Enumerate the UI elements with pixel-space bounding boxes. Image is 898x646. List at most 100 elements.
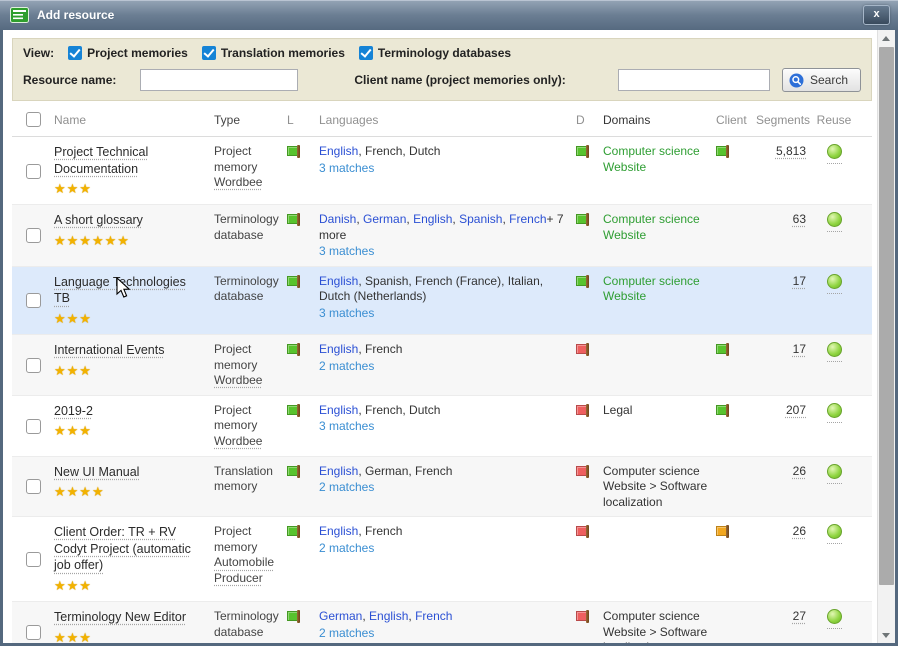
resource-type-label: Terminology database <box>214 212 279 242</box>
column-header-segments[interactable]: Segments <box>756 112 811 127</box>
row-checkbox[interactable] <box>25 479 41 495</box>
reuse-indicator[interactable] <box>826 212 842 233</box>
table-row[interactable]: Client Order: TR + RV Codyt Project (aut… <box>12 517 872 602</box>
view-checkbox-terminology-databases[interactable]: Terminology databases <box>358 46 511 60</box>
resource-name-link[interactable]: Terminology New Editor <box>54 609 186 624</box>
column-header-languages[interactable]: Languages <box>319 112 379 127</box>
domain-match-flag-icon <box>576 213 590 227</box>
search-button[interactable]: Search <box>781 68 861 92</box>
table-row[interactable]: Terminology New Editor ★★★ Terminology dat… <box>12 601 872 643</box>
scroll-down-button[interactable] <box>878 626 895 643</box>
segments-count[interactable]: 17 <box>792 273 806 288</box>
reuse-indicator[interactable] <box>826 608 842 629</box>
language-link[interactable]: English <box>319 402 359 417</box>
column-header-type[interactable]: Type <box>214 112 241 127</box>
column-header-reuse[interactable]: Reuse <box>816 112 852 127</box>
star-rating: ★★★ <box>54 423 92 439</box>
row-checkbox[interactable] <box>25 624 41 640</box>
type-client-link[interactable]: Wordbee <box>214 433 263 448</box>
search-icon <box>789 73 804 87</box>
segments-count[interactable]: 63 <box>792 212 806 227</box>
matches-link[interactable]: 3 matches <box>319 306 375 321</box>
language-link[interactable]: French <box>509 212 547 227</box>
segments-count[interactable]: 17 <box>792 341 806 356</box>
column-header-d[interactable]: D <box>576 112 585 127</box>
star-rating: ★★★ <box>54 629 92 643</box>
segments-count[interactable]: 207 <box>785 402 806 417</box>
reuse-indicator[interactable] <box>826 524 842 545</box>
resource-name-link[interactable]: Language Technologies TB <box>54 274 186 306</box>
column-header-client[interactable]: Client <box>716 112 747 127</box>
matches-link[interactable]: 2 matches <box>319 625 375 640</box>
row-checkbox[interactable] <box>25 293 41 309</box>
row-checkbox[interactable] <box>25 418 41 434</box>
reuse-indicator[interactable] <box>826 402 842 423</box>
matches-link[interactable]: 2 matches <box>319 540 375 555</box>
segments-count[interactable]: 5,813 <box>775 144 806 158</box>
reuse-indicator[interactable] <box>826 273 842 294</box>
column-header-l[interactable]: L <box>287 112 294 127</box>
resource-name-input[interactable] <box>140 69 299 91</box>
matches-link[interactable]: 2 matches <box>319 358 375 373</box>
language-link[interactable]: German <box>363 212 407 227</box>
close-button[interactable]: x <box>863 5 890 25</box>
view-checkbox-project-memories[interactable]: Project memories <box>68 46 188 60</box>
row-checkbox[interactable] <box>25 357 41 373</box>
matches-link[interactable]: 3 matches <box>319 244 375 259</box>
matches-link[interactable]: 2 matches <box>319 480 375 495</box>
language-link[interactable]: English <box>319 273 359 288</box>
segments-count[interactable]: 27 <box>792 608 806 623</box>
table-row[interactable]: 2019-2 ★★★ Project memory Wordbee English, F… <box>12 396 872 457</box>
table-row[interactable]: International Events ★★★ Project memory Wor… <box>12 334 872 396</box>
language-link[interactable]: German <box>319 608 363 623</box>
select-all-checkbox[interactable] <box>25 112 41 127</box>
table-row[interactable]: New UI Manual ★★★★ Translation memory Engli… <box>12 456 872 518</box>
language-link[interactable]: Spanish <box>459 212 503 227</box>
language-link[interactable]: English <box>319 341 359 356</box>
segments-count[interactable]: 26 <box>792 463 806 478</box>
vertical-scrollbar[interactable] <box>877 30 895 643</box>
view-checkbox-label: Project memories <box>87 46 188 60</box>
language-match-flag-icon <box>287 213 301 227</box>
language-link[interactable]: English <box>319 524 359 539</box>
green-orb-icon <box>826 402 842 418</box>
view-checkbox-label: Translation memories <box>220 46 345 60</box>
language-text: , Spanish, French (France), Italian, Dut… <box>319 273 544 304</box>
table-row[interactable]: Project Technical Documentation ★★★ Projec… <box>12 137 872 206</box>
language-link[interactable]: Danish <box>319 212 357 227</box>
language-text: , <box>502 212 510 227</box>
language-link[interactable]: English <box>319 144 359 158</box>
scrollbar-thumb[interactable] <box>879 47 894 585</box>
resource-name-link[interactable]: A short glossary <box>54 213 143 228</box>
language-link[interactable]: French <box>415 608 453 623</box>
client-name-input[interactable] <box>617 69 770 91</box>
reuse-indicator[interactable] <box>826 463 842 484</box>
reuse-indicator[interactable] <box>826 341 842 362</box>
view-checkbox-translation-memories[interactable]: Translation memories <box>201 46 345 60</box>
row-checkbox[interactable] <box>25 228 41 244</box>
resource-name-link[interactable]: New UI Manual <box>54 464 140 479</box>
row-checkbox[interactable] <box>25 552 41 568</box>
column-header-name[interactable]: Name <box>54 112 87 127</box>
resource-name-link[interactable]: International Events <box>54 342 165 357</box>
resource-name-link[interactable]: Project Technical Documentation <box>54 145 149 176</box>
resource-name-link[interactable]: 2019-2 <box>54 403 93 418</box>
table-row[interactable]: A short glossary ★★★★★★ Terminology databa… <box>12 205 872 267</box>
row-checkbox[interactable] <box>25 163 41 179</box>
resource-name-link[interactable]: Client Order: TR + RV Codyt Project (aut… <box>54 525 191 573</box>
segments-count[interactable]: 26 <box>792 524 806 539</box>
star-rating: ★★★ <box>54 311 92 327</box>
type-client-link[interactable]: Wordbee <box>214 373 263 388</box>
type-client-link[interactable]: Automobile Producer <box>214 555 275 586</box>
language-link[interactable]: English <box>369 608 409 623</box>
language-link[interactable]: English <box>413 212 453 227</box>
scroll-up-button[interactable] <box>878 30 895 47</box>
type-client-link[interactable]: Wordbee <box>214 175 263 190</box>
language-link[interactable]: English <box>319 463 359 478</box>
matches-link[interactable]: 3 matches <box>319 419 375 434</box>
table-row[interactable]: Language Technologies TB ★★★ Terminology d… <box>12 266 872 335</box>
language-match-flag-icon <box>287 464 301 479</box>
matches-link[interactable]: 3 matches <box>319 160 375 175</box>
column-header-domains[interactable]: Domains <box>603 112 651 127</box>
reuse-indicator[interactable] <box>826 144 842 164</box>
